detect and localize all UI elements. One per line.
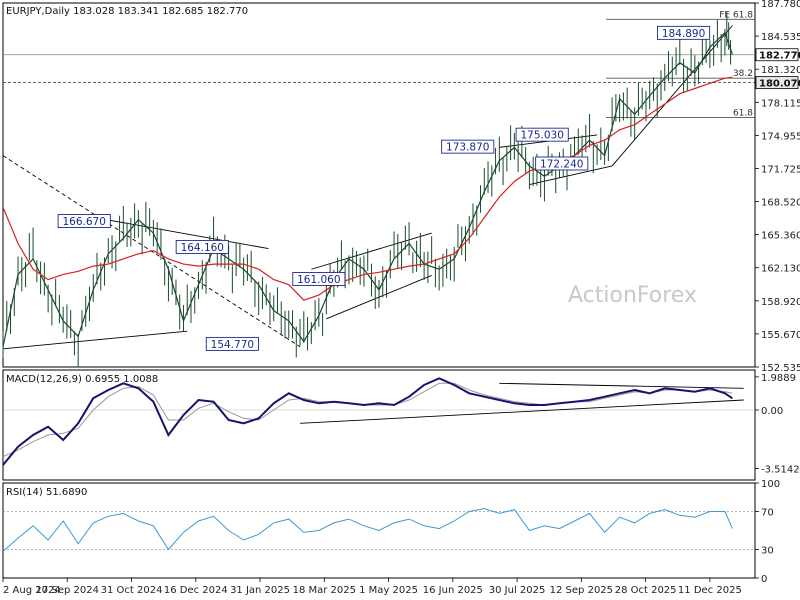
x-tick-label: 31 Oct 2024: [101, 585, 163, 596]
fib-label: FE 61.8: [719, 10, 753, 20]
x-tick-label: 11 Dec 2025: [678, 585, 742, 596]
rsi-panel: [2, 482, 756, 579]
price-tag-label: 182.770: [759, 51, 800, 62]
price-annotation-box: [292, 272, 346, 286]
price-y-tick-label: 158.920: [761, 297, 800, 308]
price-annotation-box: [205, 336, 259, 351]
price-annotation-box: [441, 139, 495, 154]
price-annotation-box: [57, 214, 111, 228]
price-y-tick-label: 174.955: [761, 131, 800, 142]
x-tick-label: 12 Sep 2025: [550, 585, 613, 596]
price-annotation-box: [657, 25, 711, 40]
x-tick-label: 16 Jun 2025: [423, 585, 483, 596]
price-y-tick-label: 152.535: [761, 363, 800, 374]
price-y-tick-label: 162.130: [761, 264, 800, 275]
trend-line: [311, 232, 432, 270]
price-y-tick-label: 187.780: [761, 0, 800, 10]
x-tick-label: 2 Aug 2024: [3, 585, 61, 596]
x-tick-label: 17 Sep 2024: [36, 585, 99, 596]
price-annotation: 173.870: [446, 142, 489, 154]
x-tick-label: 18 Mar 2025: [293, 585, 356, 596]
macd-y-tick-label: 1.9889: [761, 373, 796, 384]
rsi-y-tick-label: 100: [761, 479, 780, 490]
price-annotation-box: [535, 156, 589, 171]
price-tag-label: 180.070: [759, 79, 800, 90]
price-y-tick-label: 181.320: [761, 65, 800, 76]
rsi-y-tick-label: 30: [761, 546, 774, 557]
rsi-plot: [2, 508, 755, 552]
rsi-y-tick-label: 70: [761, 508, 774, 519]
price-y-tick-label: 155.670: [761, 330, 800, 341]
x-tick-label: 30 Jul 2025: [489, 585, 546, 596]
macd-y-tick-label: 0.00: [761, 406, 783, 417]
price-annotation: 154.770: [211, 339, 254, 351]
rsi-header: RSI(14) 51.6890: [6, 487, 87, 498]
macd-header: MACD(12,26,9) 0.6955 1.0088: [6, 374, 158, 385]
price-y-tick-label: 165.360: [761, 231, 800, 242]
macd-y-tick-label: -3.5142: [761, 465, 800, 476]
price-tag-box: [755, 76, 799, 90]
price-annotation: 172.240: [540, 158, 583, 170]
price-annotation-box: [175, 239, 229, 254]
trend-line: [529, 165, 613, 186]
price-y-tick-label: 168.520: [761, 198, 800, 209]
price-y-tick-label: 184.535: [761, 32, 800, 43]
trend-line: [100, 218, 269, 250]
fib-label: 38.2: [733, 69, 753, 79]
price-annotation: 175.030: [520, 130, 563, 142]
price-series: [2, 31, 733, 347]
price-annotation: 184.890: [662, 28, 705, 40]
macd-plot: [2, 377, 755, 466]
price-panel: [2, 2, 756, 368]
ma-series: [2, 76, 733, 301]
macd-trend-line: [300, 399, 744, 424]
trend-line: [611, 25, 733, 167]
x-tick-label: 16 Dec 2024: [164, 585, 228, 596]
price-y-tick-label: 178.115: [761, 98, 800, 109]
price-y-tick-label: 171.725: [761, 164, 800, 175]
x-tick-label: 28 Oct 2025: [615, 585, 677, 596]
fib-label: 61.8: [733, 108, 753, 118]
macd-panel: [2, 369, 756, 481]
price-header: EURJPY,Daily 183.028 183.341 182.685 182…: [6, 6, 248, 17]
price-annotation: 164.160: [181, 242, 224, 254]
rsi-series: [2, 508, 733, 552]
x-tick-label: 1 May 2025: [359, 585, 418, 596]
price-plot: FE 61.8 38.2 61.8 166.670 164.160 154.770 161.…: [2, 10, 755, 368]
macd-trend-line: [499, 382, 744, 389]
price-annotation: 161.060: [297, 274, 340, 286]
rsi-y-tick-label: 0: [761, 574, 767, 585]
trend-line: [2, 330, 188, 350]
watermark: ActionForex: [568, 283, 697, 308]
price-tag-box: [755, 48, 799, 62]
x-tick-label: 31 Jan 2025: [230, 585, 290, 596]
price-annotation-box: [515, 127, 569, 142]
price-annotation: 166.670: [63, 216, 106, 228]
macd-series: [2, 377, 733, 466]
